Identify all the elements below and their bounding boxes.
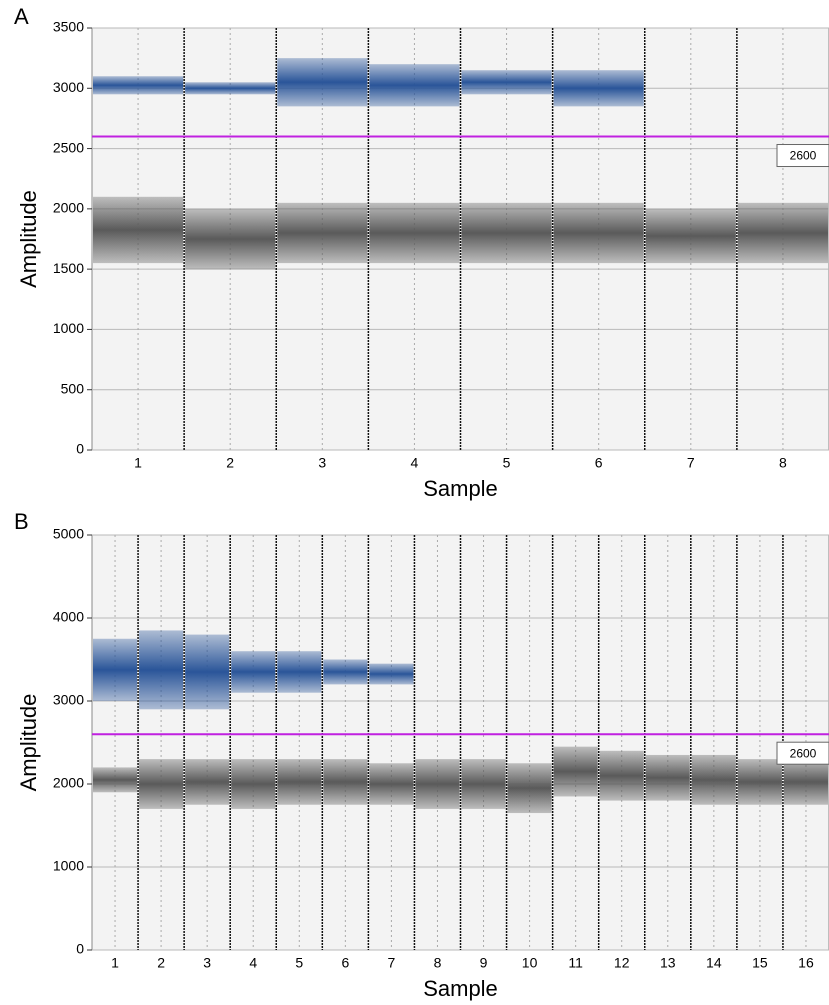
y-tick-label: 3000: [53, 692, 84, 708]
x-tick-label: 5: [503, 455, 511, 471]
droplet-cluster: [691, 754, 736, 805]
panel-label: B: [14, 509, 29, 534]
droplet-cluster: [415, 759, 460, 809]
y-tick-label: 500: [61, 380, 85, 396]
droplet-cluster: [185, 634, 230, 710]
droplet-cluster: [93, 76, 184, 95]
droplet-cluster: [277, 202, 368, 264]
droplet-cluster: [139, 759, 184, 809]
x-tick-label: 2: [226, 455, 234, 471]
x-tick-label: 7: [388, 955, 396, 971]
x-tick-label: 6: [341, 955, 349, 971]
x-tick-label: 13: [660, 955, 676, 971]
y-axis-label: Amplitude: [16, 190, 41, 288]
droplet-cluster: [783, 759, 828, 805]
droplet-cluster: [645, 754, 690, 801]
threshold-label: 2600: [790, 149, 817, 163]
y-tick-label: 1000: [53, 320, 84, 336]
x-tick-label: 4: [249, 955, 257, 971]
droplet-cluster: [461, 759, 506, 809]
y-tick-label: 4000: [53, 609, 84, 625]
droplet-cluster: [369, 64, 460, 107]
x-tick-label: 10: [522, 955, 538, 971]
x-tick-label: 5: [295, 955, 303, 971]
threshold-box: [776, 741, 829, 765]
droplet-cluster: [231, 651, 276, 693]
droplet-cluster: [553, 70, 644, 107]
x-tick-label: 12: [614, 955, 630, 971]
x-tick-label: 8: [779, 455, 787, 471]
x-tick-label: 14: [706, 955, 722, 971]
droplet-cluster: [553, 202, 644, 264]
x-tick-label: 16: [798, 955, 814, 971]
droplet-cluster: [645, 208, 736, 264]
x-tick-label: 7: [687, 455, 695, 471]
droplet-cluster: [231, 759, 276, 809]
droplet-cluster: [277, 58, 368, 107]
droplet-cluster: [277, 651, 322, 693]
droplet-cluster: [93, 767, 138, 793]
x-tick-label: 4: [411, 455, 419, 471]
x-tick-label: 1: [111, 955, 119, 971]
y-tick-label: 1500: [53, 260, 84, 276]
x-tick-label: 2: [157, 955, 165, 971]
droplet-cluster: [369, 663, 414, 685]
y-axis-label: Amplitude: [16, 694, 41, 792]
droplet-cluster: [599, 750, 644, 801]
droplet-cluster: [93, 638, 138, 701]
y-tick-label: 2000: [53, 775, 84, 791]
x-tick-label: 11: [568, 955, 583, 971]
droplet-cluster: [461, 202, 552, 264]
droplet-cluster: [323, 659, 368, 685]
y-tick-label: 3000: [53, 79, 84, 95]
droplet-cluster: [737, 759, 782, 805]
x-axis-label: Sample: [423, 976, 498, 1001]
droplet-cluster: [185, 759, 230, 805]
droplet-cluster: [323, 759, 368, 805]
droplet-cluster: [93, 196, 184, 264]
y-tick-label: 2500: [53, 139, 84, 155]
droplet-cluster: [139, 630, 184, 710]
droplet-cluster: [185, 208, 276, 270]
droplet-cluster: [369, 202, 460, 264]
x-tick-label: 1: [134, 455, 142, 471]
droplet-cluster: [369, 763, 414, 805]
y-tick-label: 2000: [53, 200, 84, 216]
y-tick-label: 3500: [53, 19, 84, 35]
droplet-cluster: [461, 70, 552, 95]
x-tick-label: 3: [318, 455, 326, 471]
x-tick-label: 3: [203, 955, 211, 971]
threshold-label: 2600: [790, 746, 817, 760]
droplet-cluster: [277, 759, 322, 805]
droplet-cluster: [737, 202, 828, 264]
x-tick-label: 9: [480, 955, 488, 971]
threshold-box: [776, 144, 829, 168]
droplet-cluster: [507, 763, 552, 814]
x-tick-label: 6: [595, 455, 603, 471]
x-tick-label: 15: [752, 955, 768, 971]
x-tick-label: 8: [434, 955, 442, 971]
y-tick-label: 0: [76, 441, 84, 457]
panel-label: A: [14, 4, 29, 29]
x-axis-label: Sample: [423, 476, 498, 501]
y-tick-label: 5000: [53, 526, 84, 542]
y-tick-label: 0: [76, 941, 84, 957]
y-tick-label: 1000: [53, 858, 84, 874]
droplet-cluster: [185, 82, 276, 95]
droplet-cluster: [553, 746, 598, 797]
